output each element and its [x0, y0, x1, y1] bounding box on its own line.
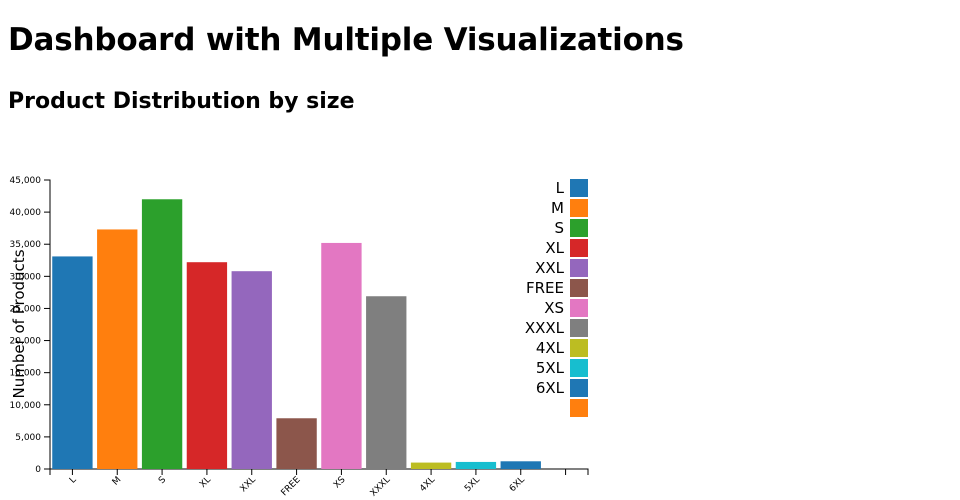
- bars: [52, 199, 541, 469]
- x-tick: M: [111, 469, 124, 488]
- legend-label: L: [556, 179, 565, 197]
- y-tick: 15,000: [10, 369, 50, 379]
- legend-swatch: [570, 199, 588, 217]
- legend-swatch: [570, 259, 588, 277]
- legend-swatch: [570, 339, 588, 357]
- x-tick: XS: [332, 469, 348, 491]
- x-tick: S: [157, 469, 168, 486]
- legend-item: L: [556, 179, 588, 197]
- legend-item: 6XL: [536, 379, 588, 397]
- bar[interactable]: [231, 271, 272, 469]
- x-axis: L M S XL XXL FREE XS XXXL 4XL 5XL 6XL: [49, 468, 589, 499]
- x-tick-label: S: [157, 475, 168, 486]
- y-tick-label: 20,000: [10, 337, 42, 347]
- legend-swatch: [570, 319, 588, 337]
- legend-swatch: [570, 359, 588, 377]
- x-axis-line: [49, 468, 589, 475]
- x-tick: L: [68, 469, 79, 486]
- legend-item: M: [551, 199, 588, 217]
- legend-swatch: [570, 239, 588, 257]
- legend-item: FREE: [526, 279, 588, 297]
- page-title: Dashboard with Multiple Visualizations: [8, 22, 684, 58]
- x-tick-label: 5XL: [463, 475, 482, 494]
- x-tick: 5XL: [463, 469, 482, 494]
- y-tick: 20,000: [10, 337, 50, 347]
- legend-label: M: [551, 199, 564, 217]
- x-tick-label: M: [111, 475, 124, 488]
- y-axis-line: [44, 179, 51, 470]
- chart-title: Product Distribution by size: [8, 89, 355, 114]
- y-tick: 40,000: [10, 208, 50, 218]
- legend-label: XS: [544, 299, 564, 317]
- legend-label: XL: [545, 239, 564, 257]
- legend-item: 5XL: [536, 359, 588, 377]
- legend-swatch: [570, 179, 588, 197]
- legend-item: XXXL: [525, 319, 588, 337]
- legend-label: 5XL: [536, 359, 565, 377]
- legend-swatch: [570, 279, 588, 297]
- x-tick: 6XL: [508, 469, 527, 494]
- x-tick-label: FREE: [280, 475, 303, 498]
- y-tick-label: 5,000: [15, 433, 41, 443]
- legend-item: 4XL: [536, 339, 588, 357]
- y-tick: 45,000: [10, 176, 50, 186]
- legend-swatch: [570, 399, 588, 417]
- y-axis-label: Number of Products: [10, 249, 28, 398]
- legend-item: S: [554, 219, 588, 237]
- legend-label: S: [554, 219, 564, 237]
- legend-item: XS: [544, 299, 588, 317]
- x-tick-label: XL: [198, 475, 213, 490]
- legend-swatch: [570, 299, 588, 317]
- legend-item: XXL: [535, 259, 588, 277]
- bar[interactable]: [500, 461, 541, 469]
- legend-label: 4XL: [536, 339, 565, 357]
- y-axis: 0 5,000 10,000 15,000 20,000 25,000 30,000 35,0…: [10, 176, 51, 475]
- bar[interactable]: [276, 418, 317, 469]
- legend-swatch: [570, 379, 588, 397]
- y-tick-label: 25,000: [10, 304, 42, 314]
- bar[interactable]: [410, 462, 452, 469]
- x-tick-label: 6XL: [508, 475, 527, 494]
- bar[interactable]: [366, 296, 407, 469]
- y-tick-label: 30,000: [10, 272, 42, 282]
- x-tick-label: XXXL: [369, 475, 393, 499]
- y-tick: 35,000: [10, 240, 50, 250]
- bar[interactable]: [321, 242, 362, 469]
- bar[interactable]: [141, 199, 183, 469]
- y-tick-label: 10,000: [10, 401, 42, 411]
- y-tick: 5,000: [15, 433, 50, 443]
- x-tick: XXXL: [369, 469, 393, 499]
- y-tick-label: 15,000: [10, 369, 42, 379]
- legend-label: XXL: [535, 259, 565, 277]
- y-tick: 0: [35, 465, 50, 475]
- legend: LMS XL XXL FREE XS XXXL 4XL 5XL 6XL: [525, 179, 588, 417]
- y-tick: 10,000: [10, 401, 50, 411]
- y-tick-label: 0: [35, 465, 41, 475]
- x-tick-label: XS: [332, 475, 348, 491]
- x-tick: 4XL: [418, 469, 437, 494]
- y-tick-label: 35,000: [10, 240, 42, 250]
- x-tick-label: 4XL: [418, 475, 437, 494]
- y-tick: 25,000: [10, 304, 50, 314]
- legend-label: FREE: [526, 279, 564, 297]
- bar[interactable]: [52, 256, 93, 469]
- x-tick: XXL: [239, 469, 258, 494]
- x-tick: XL: [198, 469, 213, 490]
- x-tick: FREE: [280, 469, 303, 498]
- legend-item: XL: [545, 239, 588, 257]
- y-tick-label: 45,000: [10, 176, 42, 186]
- legend-swatch: [570, 219, 588, 237]
- legend-label: 6XL: [536, 379, 565, 397]
- x-tick-label: L: [68, 475, 79, 486]
- bar[interactable]: [186, 262, 228, 469]
- y-tick-label: 40,000: [10, 208, 42, 218]
- y-tick: 30,000: [10, 272, 50, 282]
- legend-label: XXXL: [525, 319, 565, 337]
- bar[interactable]: [455, 461, 497, 469]
- legend-item: [570, 399, 588, 417]
- x-tick-label: XXL: [239, 475, 258, 494]
- bar[interactable]: [97, 229, 138, 469]
